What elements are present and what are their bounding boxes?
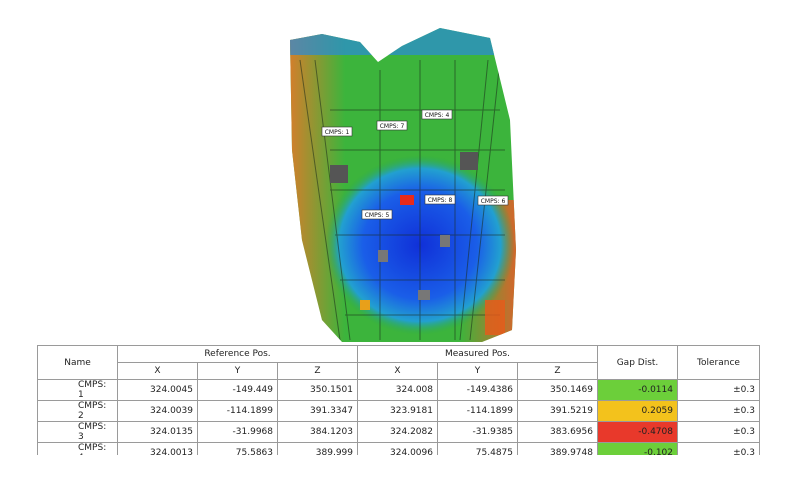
header-axis: X <box>357 362 438 380</box>
cell-measured: 391.5219 <box>517 400 598 422</box>
header-axis: Z <box>277 362 358 380</box>
cell-name: CMPS: 1 <box>37 379 118 401</box>
cell-reference: -149.449 <box>197 379 278 401</box>
cell-reference: 389.999 <box>277 442 358 455</box>
cell-reference: 324.0045 <box>117 379 198 401</box>
cell-measured: 324.0096 <box>357 442 438 455</box>
cell-measured: 324.2082 <box>357 421 438 443</box>
cell-reference: 350.1501 <box>277 379 358 401</box>
cell-tolerance: ±0.3 <box>677 442 760 455</box>
part-render <box>290 28 516 342</box>
cell-gap: -0.102 <box>597 442 678 455</box>
cell-tolerance: ±0.3 <box>677 400 760 422</box>
cell-reference: 324.0039 <box>117 400 198 422</box>
point-label: CMPS: 6 <box>481 198 506 205</box>
header-gap: Gap Dist. <box>597 345 678 380</box>
cell-gap: 0.2059 <box>597 400 678 422</box>
cell-measured: 383.6956 <box>517 421 598 443</box>
header-axis: Y <box>197 362 278 380</box>
cell-name: CMPS: 4 <box>37 442 118 455</box>
cell-tolerance: ±0.3 <box>677 379 760 401</box>
cell-name: CMPS: 2 <box>37 400 118 422</box>
cell-reference: 391.3347 <box>277 400 358 422</box>
label-box <box>361 209 393 220</box>
label-box <box>421 109 453 120</box>
cell-measured: 323.9181 <box>357 400 438 422</box>
label-box <box>477 195 509 206</box>
cell-measured: -149.4386 <box>437 379 518 401</box>
results-table: Name Reference Pos. Measured Pos. Gap Di… <box>37 345 760 455</box>
cell-reference: -114.1899 <box>197 400 278 422</box>
point-label: CMPS: 1 <box>325 129 350 136</box>
label-box <box>321 126 353 137</box>
cell-reference: -31.9968 <box>197 421 278 443</box>
cell-reference: 324.0135 <box>117 421 198 443</box>
header-axis: X <box>117 362 198 380</box>
cell-gap: -0.4708 <box>597 421 678 443</box>
cell-measured: 324.008 <box>357 379 438 401</box>
point-label: CMPS: 5 <box>365 212 390 219</box>
table-row: CMPS: 2 324.0039 -114.1899 391.3347 323.9181… <box>37 400 760 422</box>
cell-name: CMPS: 3 <box>37 421 118 443</box>
results-table-viewport: Name Reference Pos. Measured Pos. Gap Di… <box>37 345 761 455</box>
label-box <box>376 120 408 131</box>
cell-reference: 75.5863 <box>197 442 278 455</box>
point-label: CMPS: 4 <box>425 112 450 119</box>
cell-reference: 324.0013 <box>117 442 198 455</box>
point-label: CMPS: 7 <box>380 123 405 130</box>
cell-tolerance: ±0.3 <box>677 421 760 443</box>
cell-gap: -0.0114 <box>597 379 678 401</box>
cell-measured: 350.1469 <box>517 379 598 401</box>
cell-measured: 389.9748 <box>517 442 598 455</box>
cell-measured: 75.4875 <box>437 442 518 455</box>
header-reference: Reference Pos. <box>117 345 358 363</box>
table-row: CMPS: 1 324.0045 -149.449 350.1501 324.008 -1… <box>37 379 760 401</box>
point-labels: CMPS: 1 CMPS: 7 CMPS: 4 CMPS: 5 CMPS: 8 CMPS:… <box>321 109 509 220</box>
header-tolerance: Tolerance <box>677 345 760 380</box>
cell-measured: -31.9385 <box>437 421 518 443</box>
point-label: CMPS: 8 <box>428 197 453 204</box>
table-row: CMPS: 4324.001375.5863389.999324.009675.… <box>37 442 760 455</box>
header-measured: Measured Pos. <box>357 345 598 363</box>
header-name: Name <box>37 345 118 380</box>
table-row: CMPS: 3 324.0135 -31.9968 384.1203 324.2082-… <box>37 421 760 443</box>
color-map-image: CMPS: 1 CMPS: 7 CMPS: 4 CMPS: 5 CMPS: 8 CMPS:… <box>290 28 516 342</box>
header-axis: Y <box>437 362 518 380</box>
label-box <box>424 194 456 205</box>
header-axis: Z <box>517 362 598 380</box>
cell-reference: 384.1203 <box>277 421 358 443</box>
cell-measured: -114.1899 <box>437 400 518 422</box>
